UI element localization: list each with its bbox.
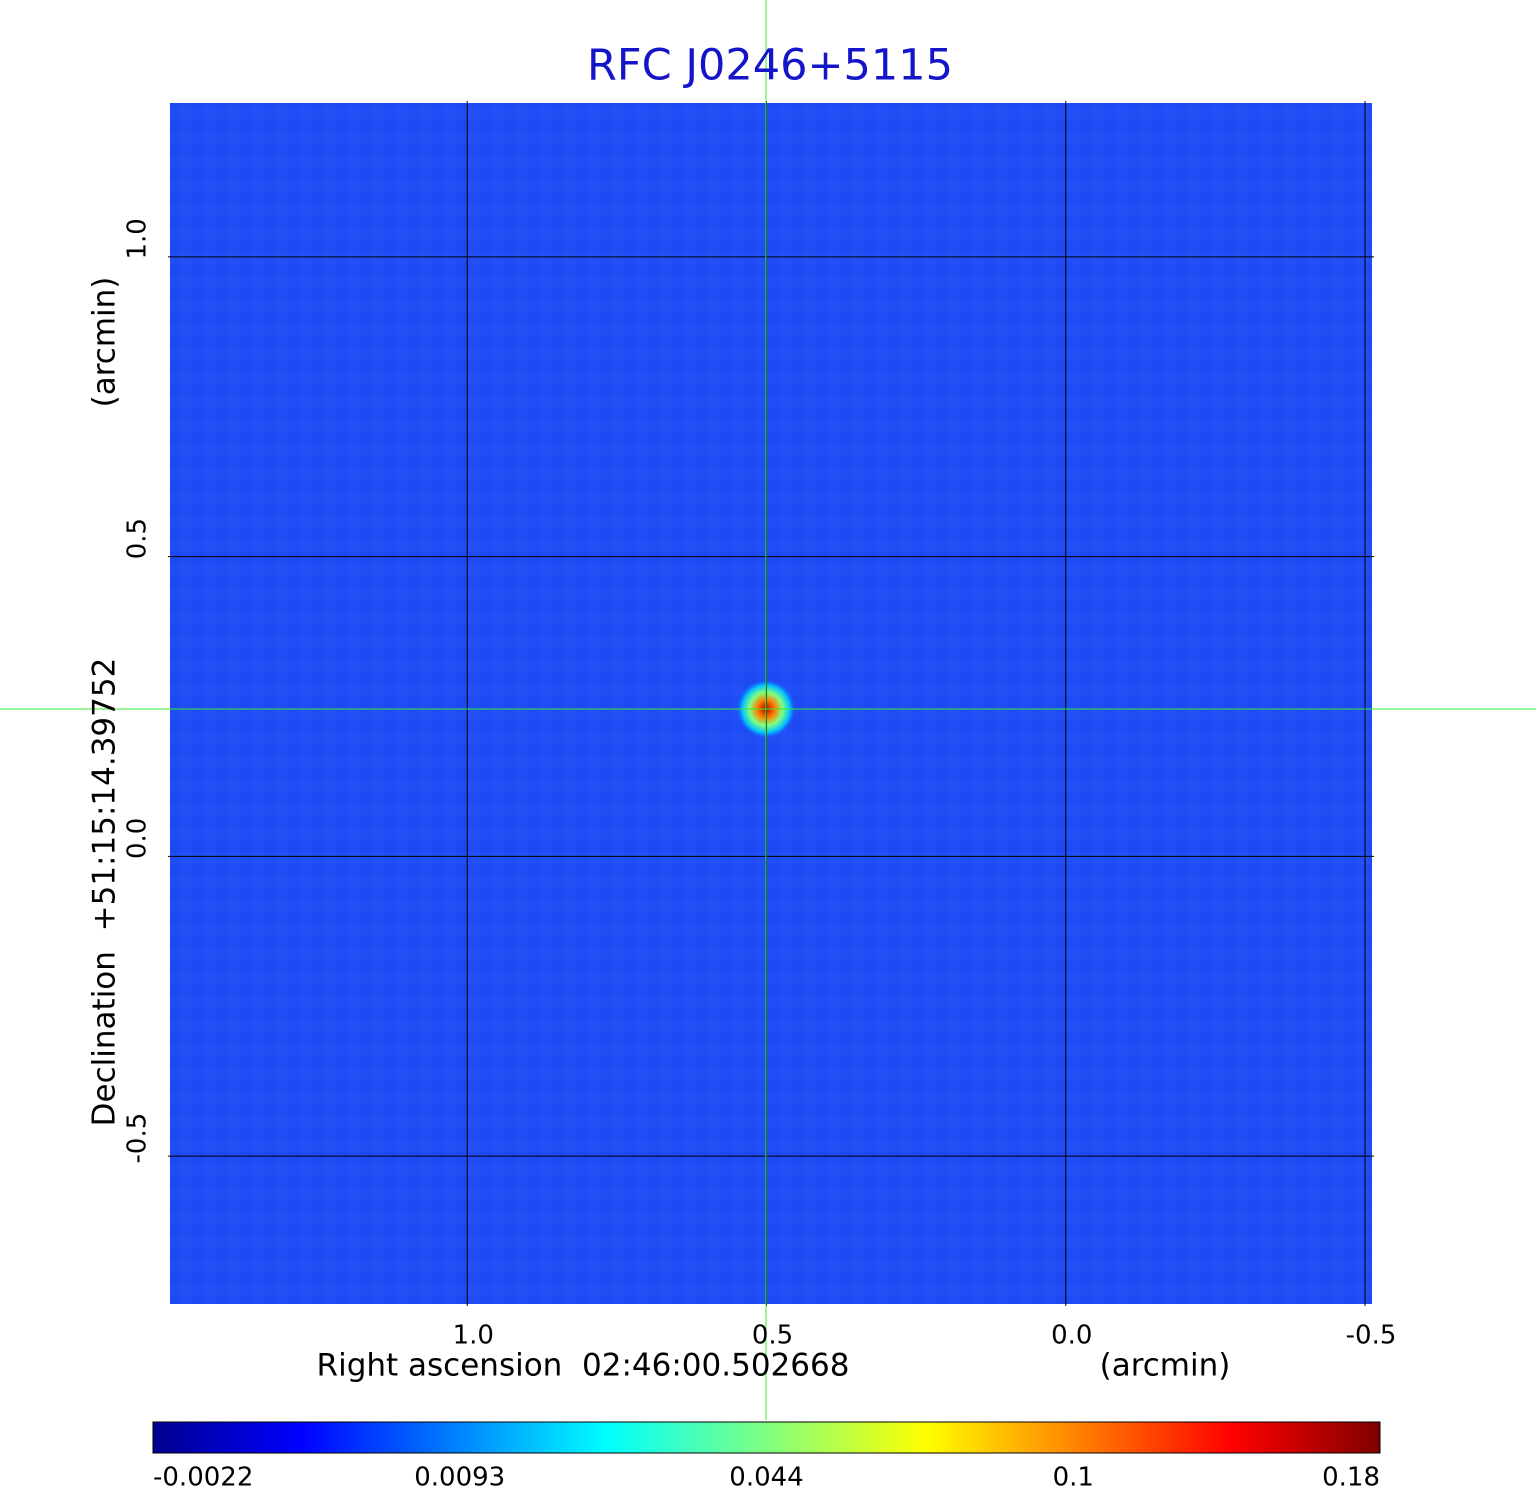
x-tick-label: 0.5 [752, 1321, 793, 1351]
y-tick-label: 0.5 [123, 518, 153, 559]
y-tick-label: -0.5 [123, 1113, 153, 1164]
y-axis-label: Declination +51:15:14.39752 [87, 658, 123, 1127]
colorbar-tick-label: 0.18 [1322, 1463, 1380, 1493]
chart-title: RFC J0246+5115 [587, 41, 953, 91]
x-tick-label: 0.0 [1051, 1321, 1092, 1351]
y-axis-unit: (arcmin) [87, 277, 123, 408]
x-tick-label: 1.0 [453, 1321, 494, 1351]
y-tick-label: 0.0 [123, 818, 153, 859]
colorbar-tick-label: -0.0022 [153, 1463, 253, 1493]
colorbar-tick-label: 0.1 [1053, 1463, 1094, 1493]
colorbar [152, 1421, 1381, 1454]
colorbar-tick-label: 0.0093 [414, 1463, 505, 1493]
colorbar-tick-label: 0.044 [729, 1463, 803, 1493]
x-tick-label: -0.5 [1346, 1321, 1397, 1351]
x-axis-label: Right ascension 02:46:00.502668 [317, 1348, 850, 1384]
y-tick-label: 1.0 [123, 218, 153, 259]
x-axis-unit: (arcmin) [1100, 1348, 1231, 1384]
